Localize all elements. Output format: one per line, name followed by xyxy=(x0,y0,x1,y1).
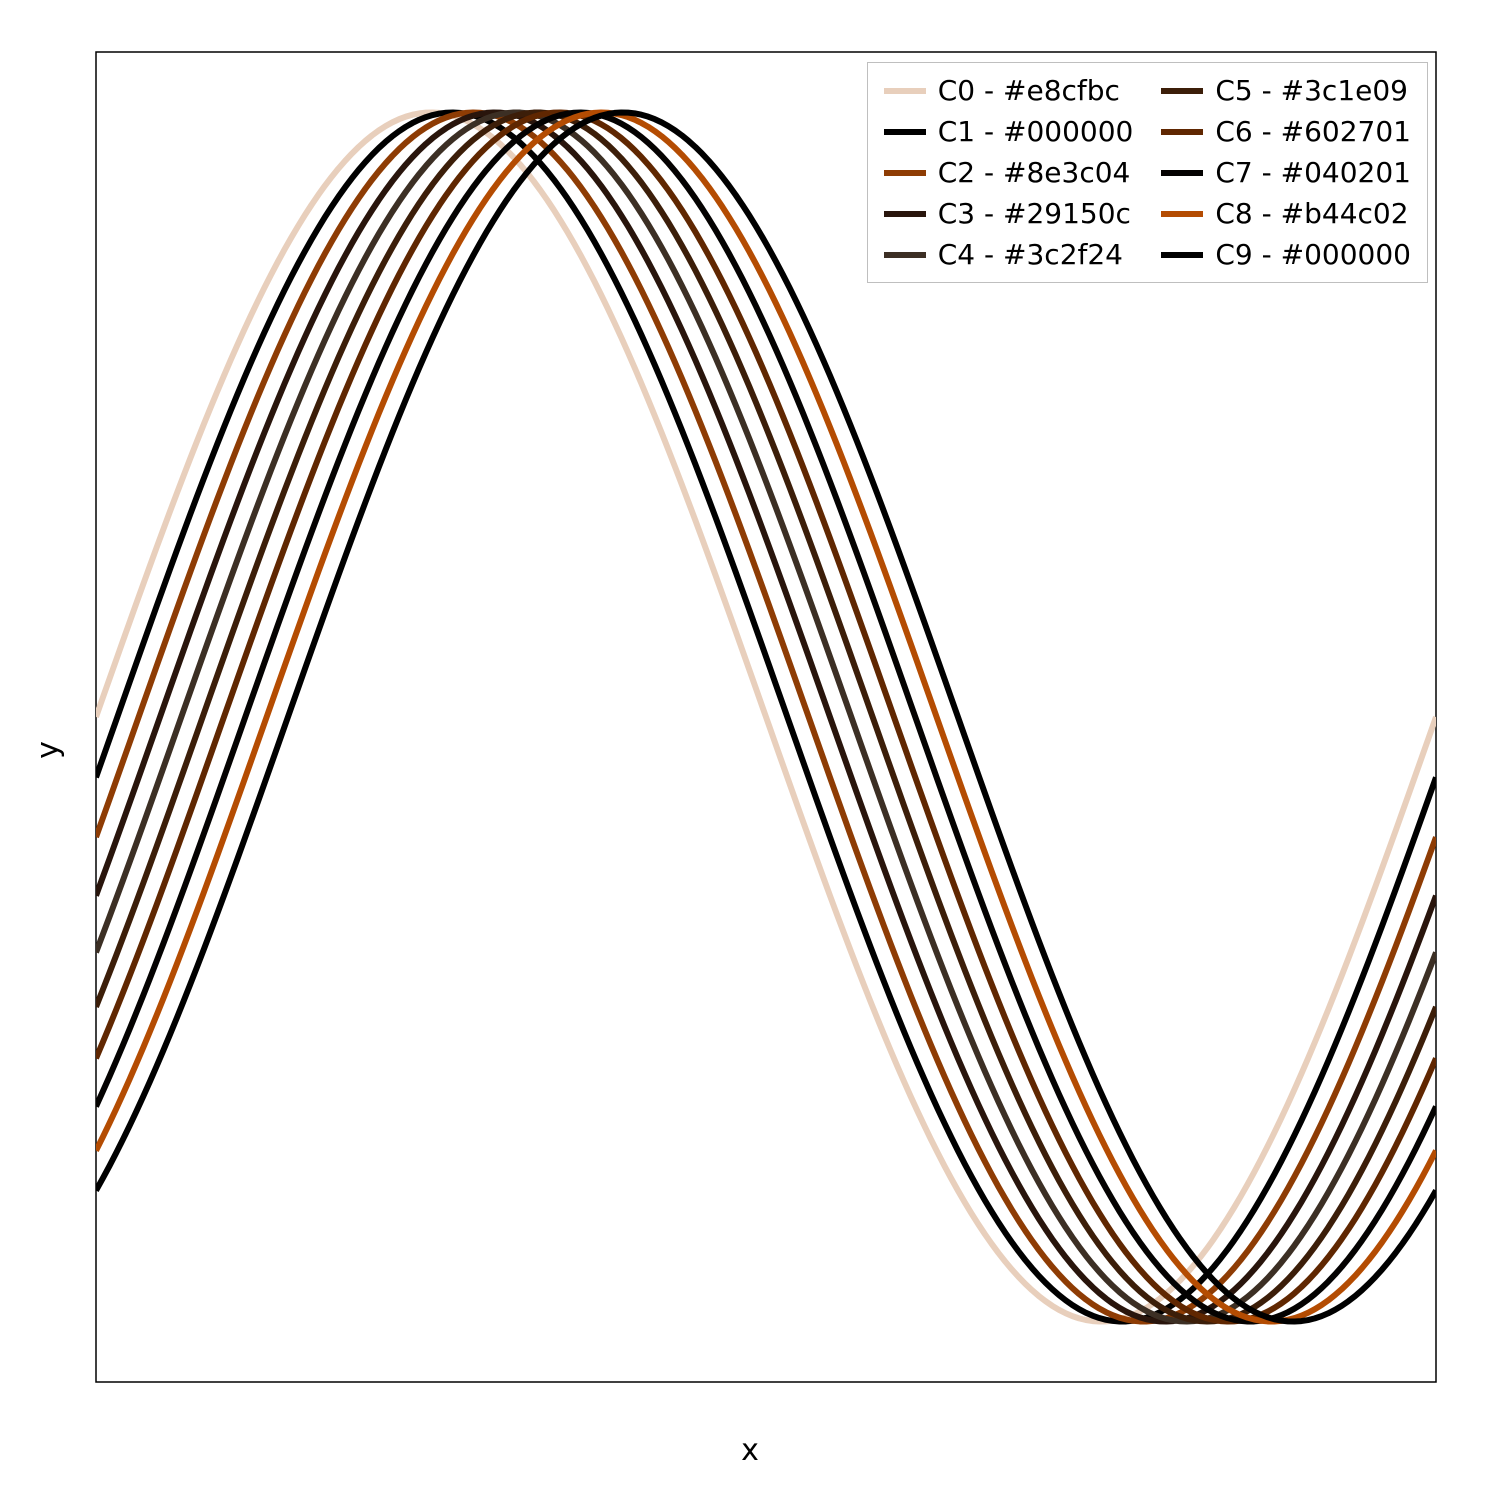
legend: C0 - #e8cfbc C1 - #000000 C2 - #8e3c04 C3 -… xyxy=(867,62,1428,283)
legend-item-C2: C2 - #8e3c04 xyxy=(884,155,1134,190)
legend-column: C5 - #3c1e09 C6 - #602701 C7 - #040201 C8 -… xyxy=(1161,73,1411,272)
figure: y x C0 - #e8cfbc C1 - #000000 C2 - #8e3c04… xyxy=(0,0,1500,1500)
y-axis-label: y xyxy=(31,741,66,759)
legend-swatch xyxy=(1161,252,1203,258)
legend-swatch xyxy=(1161,170,1203,176)
legend-item-C0: C0 - #e8cfbc xyxy=(884,73,1134,108)
legend-item-C9: C9 - #000000 xyxy=(1161,237,1411,272)
legend-label: C9 - #000000 xyxy=(1215,237,1411,272)
legend-swatch xyxy=(1161,129,1203,135)
legend-item-C4: C4 - #3c2f24 xyxy=(884,237,1134,272)
x-axis-label: x xyxy=(741,1433,759,1468)
legend-swatch xyxy=(1161,88,1203,94)
legend-item-C6: C6 - #602701 xyxy=(1161,114,1411,149)
legend-label: C3 - #29150c xyxy=(938,196,1131,231)
legend-swatch xyxy=(884,252,926,258)
legend-swatch xyxy=(1161,211,1203,217)
legend-label: C8 - #b44c02 xyxy=(1215,196,1408,231)
legend-label: C2 - #8e3c04 xyxy=(938,155,1131,190)
series-line-C0 xyxy=(96,112,1436,1321)
legend-item-C1: C1 - #000000 xyxy=(884,114,1134,149)
legend-label: C4 - #3c2f24 xyxy=(938,237,1123,272)
legend-item-C3: C3 - #29150c xyxy=(884,196,1134,231)
legend-label: C5 - #3c1e09 xyxy=(1215,73,1408,108)
legend-label: C6 - #602701 xyxy=(1215,114,1411,149)
legend-swatch xyxy=(884,211,926,217)
legend-swatch xyxy=(884,170,926,176)
legend-item-C7: C7 - #040201 xyxy=(1161,155,1411,190)
legend-swatch xyxy=(884,129,926,135)
legend-label: C0 - #e8cfbc xyxy=(938,73,1120,108)
legend-column: C0 - #e8cfbc C1 - #000000 C2 - #8e3c04 C3 -… xyxy=(884,73,1134,272)
series-group xyxy=(96,112,1436,1321)
legend-label: C1 - #000000 xyxy=(938,114,1134,149)
legend-item-C5: C5 - #3c1e09 xyxy=(1161,73,1411,108)
legend-item-C8: C8 - #b44c02 xyxy=(1161,196,1411,231)
legend-swatch xyxy=(884,88,926,94)
legend-label: C7 - #040201 xyxy=(1215,155,1411,190)
